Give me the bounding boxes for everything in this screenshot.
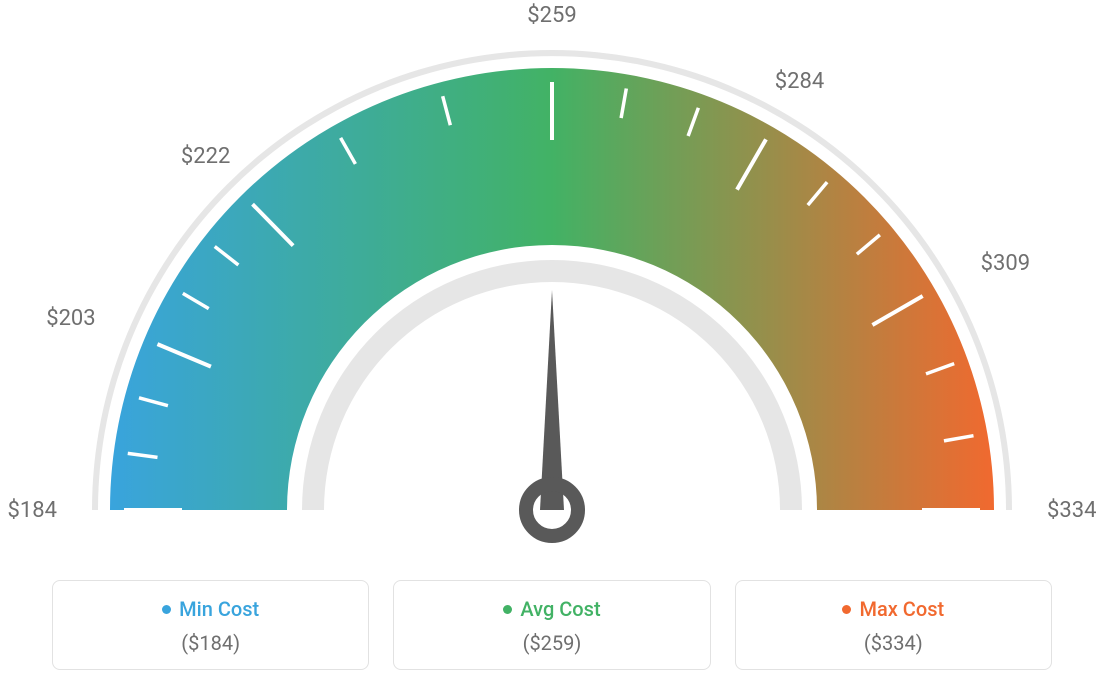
- gauge-tick-label: $259: [527, 3, 576, 28]
- gauge-tick-label: $284: [775, 69, 824, 94]
- legend-row: Min Cost ($184) Avg Cost ($259) Max Cost…: [52, 580, 1052, 670]
- legend-label-max: Max Cost: [859, 597, 944, 621]
- legend-value-avg: ($259): [404, 631, 699, 655]
- legend-label-avg: Avg Cost: [520, 597, 600, 621]
- legend-dot-min: [162, 605, 171, 614]
- legend-dot-max: [842, 605, 851, 614]
- legend-label-min: Min Cost: [179, 597, 259, 621]
- legend-card-min: Min Cost ($184): [52, 580, 369, 670]
- gauge-tick-label: $334: [1047, 498, 1096, 523]
- legend-card-max: Max Cost ($334): [735, 580, 1052, 670]
- gauge-tick-label: $222: [181, 144, 230, 169]
- gauge-tick-label: $309: [981, 251, 1030, 276]
- legend-value-max: ($334): [746, 631, 1041, 655]
- gauge-tick-label: $203: [46, 306, 95, 331]
- gauge-tick-label: $184: [8, 498, 57, 523]
- legend-dot-avg: [503, 605, 512, 614]
- cost-gauge: $184 $203 $222 $259 $284 $309 $334: [0, 0, 1104, 560]
- legend-value-min: ($184): [63, 631, 358, 655]
- legend-card-avg: Avg Cost ($259): [393, 580, 710, 670]
- gauge-svg: [52, 0, 1052, 560]
